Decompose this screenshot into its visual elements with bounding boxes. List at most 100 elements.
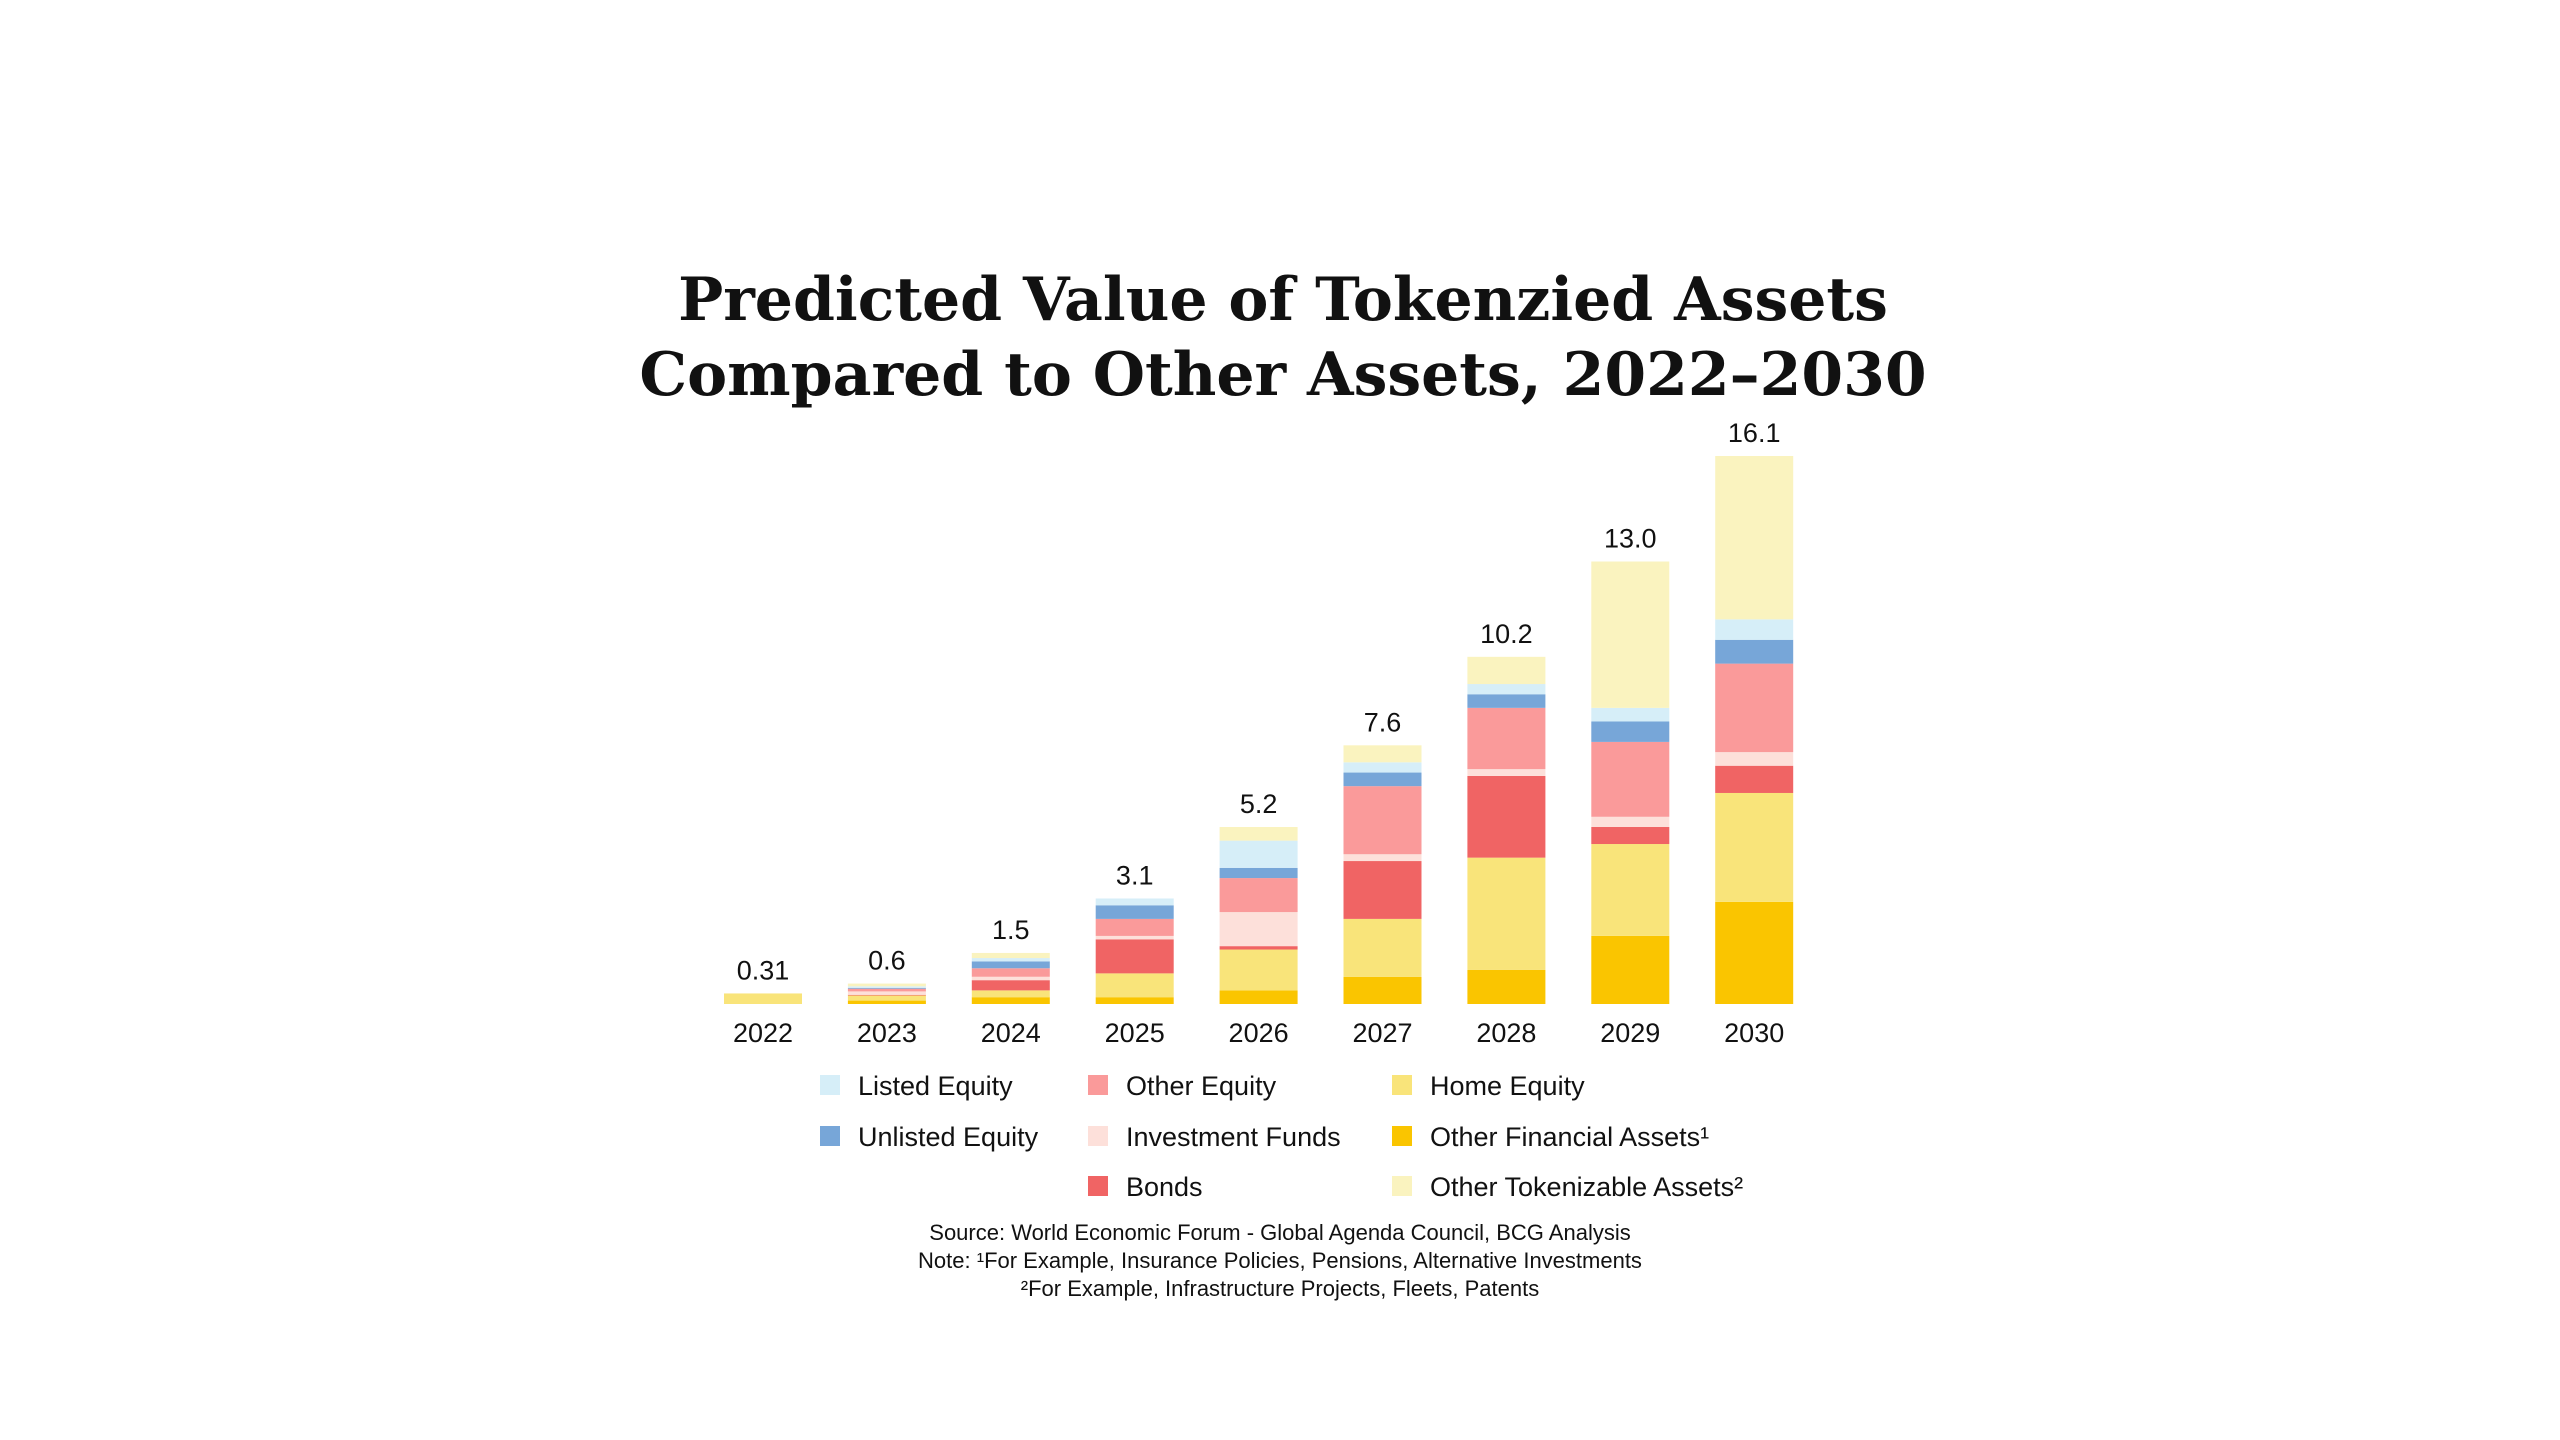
bar-segment-other-equity-2024: [971, 968, 1050, 977]
bar-segment-bonds-2027: [1343, 861, 1422, 919]
bar-segment-other-equity-2023: [847, 988, 926, 992]
bar-segment-other-equity-2025: [1095, 918, 1174, 936]
bar-segment-unlisted-equity-2025: [1095, 905, 1174, 919]
total-label-2027: 7.6: [1364, 707, 1402, 737]
legend-swatch-bonds: [1088, 1176, 1108, 1196]
x-tick-label-2022: 2022: [733, 1018, 793, 1048]
bar-segment-home-equity-2029: [1591, 844, 1670, 936]
total-label-2026: 5.2: [1240, 789, 1278, 819]
legend-label-bonds: Bonds: [1126, 1172, 1203, 1202]
x-tick-label-2025: 2025: [1105, 1018, 1165, 1048]
footnote-2: ²For Example, Infrastructure Projects, F…: [1021, 1276, 1539, 1301]
x-tick-label-2030: 2030: [1724, 1018, 1784, 1048]
x-tick-label-2028: 2028: [1476, 1018, 1536, 1048]
bar-segment-other-financial-assets-2030: [1715, 901, 1794, 1004]
footnote-1: Note: ¹For Example, Insurance Policies, …: [918, 1248, 1642, 1273]
bar-segment-other-tokenizable-assets-2029: [1591, 561, 1670, 708]
bar-segment-investment-funds-2027: [1343, 854, 1422, 862]
legend-label-home-equity: Home Equity: [1430, 1071, 1585, 1101]
bar-segment-listed-equity-2024: [971, 958, 1050, 962]
bars: 0.31 2022 0.6 2023 1.5 2024 3.1 2025 5.2 2026 7.6 2…: [724, 418, 1794, 1048]
bar-segment-other-financial-assets-2026: [1219, 990, 1298, 1004]
bar-segment-bonds-2024: [971, 980, 1050, 991]
bar-segment-other-tokenizable-assets-2027: [1343, 745, 1422, 763]
legend-label-other-financial-assets: Other Financial Assets¹: [1430, 1122, 1709, 1152]
total-label-2023: 0.6: [868, 946, 906, 976]
bar-segment-investment-funds-2030: [1715, 752, 1794, 766]
bar-segment-bonds-2030: [1715, 765, 1794, 793]
bar-segment-home-equity-2027: [1343, 918, 1422, 977]
bar-segment-bonds-2025: [1095, 939, 1174, 974]
bar-segment-other-tokenizable-assets-2024: [971, 952, 1050, 959]
legend-swatch-unlisted-equity: [820, 1126, 840, 1146]
legend-label-listed-equity: Listed Equity: [858, 1071, 1013, 1101]
legend: Listed Equity Unlisted Equity Other Equity…: [820, 1071, 1743, 1202]
bar-segment-listed-equity-2025: [1095, 898, 1174, 906]
bar-segment-other-equity-2030: [1715, 663, 1794, 753]
bar-segment-other-tokenizable-assets-2026: [1219, 827, 1298, 841]
legend-label-other-tokenizable-assets: Other Tokenizable Assets²: [1430, 1172, 1743, 1202]
bar-segment-listed-equity-2027: [1343, 762, 1422, 773]
total-label-2029: 13.0: [1604, 524, 1657, 554]
bar-segment-home-equity-2026: [1219, 949, 1298, 991]
bar-segment-unlisted-equity-2030: [1715, 639, 1794, 664]
bar-segment-other-equity-2028: [1467, 707, 1546, 770]
total-label-2028: 10.2: [1480, 619, 1533, 649]
chart-title-line-2: Compared to Other Assets, 2022–2030: [639, 340, 1926, 410]
legend-swatch-other-financial-assets: [1392, 1126, 1412, 1146]
total-label-2030: 16.1: [1728, 418, 1781, 448]
bar-segment-other-equity-2026: [1219, 878, 1298, 913]
bar-segment-other-equity-2027: [1343, 786, 1422, 855]
bar-segment-other-tokenizable-assets-2023: [847, 983, 926, 987]
bar-segment-listed-equity-2028: [1467, 684, 1546, 695]
bar-segment-unlisted-equity-2023: [847, 988, 926, 989]
bar-segment-bonds-2026: [1219, 946, 1298, 950]
bar-segment-unlisted-equity-2026: [1219, 867, 1298, 879]
bar-segment-other-equity-2029: [1591, 741, 1670, 817]
legend-label-other-equity: Other Equity: [1126, 1071, 1277, 1101]
bar-segment-listed-equity-2026: [1219, 840, 1298, 868]
total-label-2025: 3.1: [1116, 860, 1154, 890]
legend-swatch-other-equity: [1088, 1075, 1108, 1095]
bar-segment-investment-funds-2029: [1591, 816, 1670, 828]
legend-label-unlisted-equity: Unlisted Equity: [858, 1122, 1039, 1152]
bar-segment-investment-funds-2028: [1467, 769, 1546, 776]
bar-segment-other-financial-assets-2029: [1591, 935, 1670, 1004]
total-label-2024: 1.5: [992, 915, 1030, 945]
bar-segment-listed-equity-2023: [847, 986, 926, 989]
bar-segment-other-tokenizable-assets-2030: [1715, 456, 1794, 620]
x-tick-label-2029: 2029: [1600, 1018, 1660, 1048]
bar-segment-other-financial-assets-2024: [971, 997, 1050, 1004]
x-tick-label-2024: 2024: [981, 1018, 1041, 1048]
bar-segment-investment-funds-2026: [1219, 912, 1298, 947]
legend-label-investment-funds: Investment Funds: [1126, 1122, 1341, 1152]
bar-segment-bonds-2023: [847, 994, 926, 996]
bar-segment-home-equity-2022: [724, 993, 802, 1004]
bar-segment-other-financial-assets-2023: [847, 1000, 926, 1004]
bar-segment-other-financial-assets-2027: [1343, 976, 1422, 1004]
bar-segment-unlisted-equity-2027: [1343, 772, 1422, 787]
bar-segment-unlisted-equity-2029: [1591, 721, 1670, 742]
bar-segment-investment-funds-2024: [971, 976, 1050, 981]
legend-swatch-investment-funds: [1088, 1126, 1108, 1146]
x-tick-label-2023: 2023: [857, 1018, 917, 1048]
bar-segment-home-equity-2024: [971, 990, 1050, 998]
bar-segment-unlisted-equity-2028: [1467, 694, 1546, 708]
x-tick-label-2026: 2026: [1229, 1018, 1289, 1048]
bar-segment-listed-equity-2029: [1591, 707, 1670, 722]
bar-segment-listed-equity-2030: [1715, 619, 1794, 640]
bar-segment-home-equity-2023: [847, 995, 926, 1001]
legend-swatch-listed-equity: [820, 1075, 840, 1095]
bar-segment-investment-funds-2023: [847, 991, 926, 995]
bar-segment-bonds-2029: [1591, 827, 1670, 845]
legend-swatch-other-tokenizable-assets: [1392, 1176, 1412, 1196]
bar-segment-investment-funds-2025: [1095, 935, 1174, 940]
bar-segment-other-financial-assets-2028: [1467, 969, 1546, 1004]
bar-segment-home-equity-2025: [1095, 973, 1174, 998]
bar-segment-other-tokenizable-assets-2028: [1467, 656, 1546, 685]
total-label-2022: 0.31: [737, 955, 790, 985]
bar-segment-unlisted-equity-2024: [971, 961, 1050, 969]
chart-title-line-1: Predicted Value of Tokenzied Assets: [678, 265, 1888, 335]
bar-segment-other-financial-assets-2025: [1095, 997, 1174, 1004]
